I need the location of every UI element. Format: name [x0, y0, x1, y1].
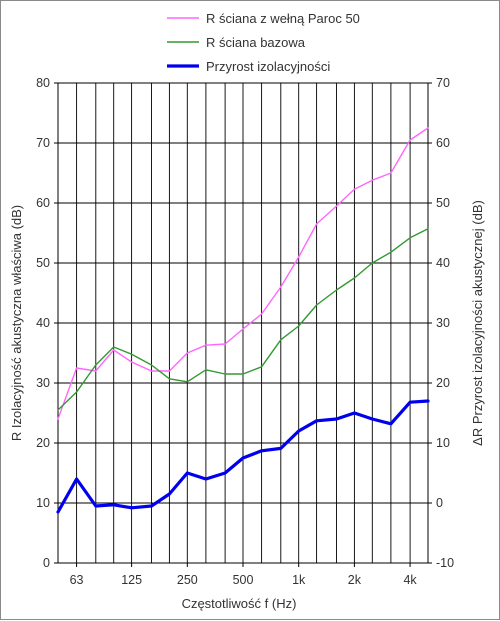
y-right-tick-label: 50 [436, 196, 450, 210]
y-right-tick-label: 70 [436, 76, 450, 90]
y-left-tick-label: 20 [36, 436, 50, 450]
y-left-tick-label: 60 [36, 196, 50, 210]
y-left-tick-label: 70 [36, 136, 50, 150]
y-left-axis-title: R Izolacyjność akustyczna właściwa (dB) [9, 205, 24, 441]
x-tick-label: 125 [121, 573, 142, 587]
y-right-tick-label: 0 [436, 496, 443, 510]
x-tick-label: 1k [292, 573, 306, 587]
y-left-tick-label: 50 [36, 256, 50, 270]
y-right-tick-label: 40 [436, 256, 450, 270]
grid [58, 83, 428, 563]
series-line-base [57, 228, 429, 411]
y-right-tick-label: 10 [436, 436, 450, 450]
legend-label-increase: Przyrost izolacyjności [206, 59, 330, 74]
y-right-axis-title: ΔR Przyrost izolacyjności akustycznej (d… [470, 200, 485, 446]
legend-label-base: R ściana bazowa [206, 35, 306, 50]
legend: R ściana z wełną Paroc 50 R ściana bazow… [167, 11, 360, 74]
y-right-tick-label: 20 [436, 376, 450, 390]
x-tick-label: 4k [403, 573, 417, 587]
y-right-tick-label: 60 [436, 136, 450, 150]
x-tick-label: 2k [348, 573, 362, 587]
y-left-tick-label: 30 [36, 376, 50, 390]
x-axis-title: Częstotliwość f (Hz) [182, 596, 297, 611]
legend-label-paroc: R ściana z wełną Paroc 50 [206, 11, 360, 26]
data-series [56, 127, 430, 514]
y-left-tick-label: 40 [36, 316, 50, 330]
x-tick-label: 250 [177, 573, 198, 587]
y-left-tick-label: 0 [43, 556, 50, 570]
y-right-tick-label: 30 [436, 316, 450, 330]
axis-ticks: 0 10 20 30 40 50 60 70 80 -10 0 10 20 30 40 50 60 70 63 125… [36, 76, 454, 587]
series-line-increase [56, 399, 430, 514]
y-right-tick-label: -10 [436, 556, 454, 570]
x-tick-label: 500 [233, 573, 254, 587]
y-left-tick-label: 10 [36, 496, 50, 510]
y-left-tick-label: 80 [36, 76, 50, 90]
series-line-paroc [57, 127, 429, 420]
x-tick-label: 63 [70, 573, 84, 587]
